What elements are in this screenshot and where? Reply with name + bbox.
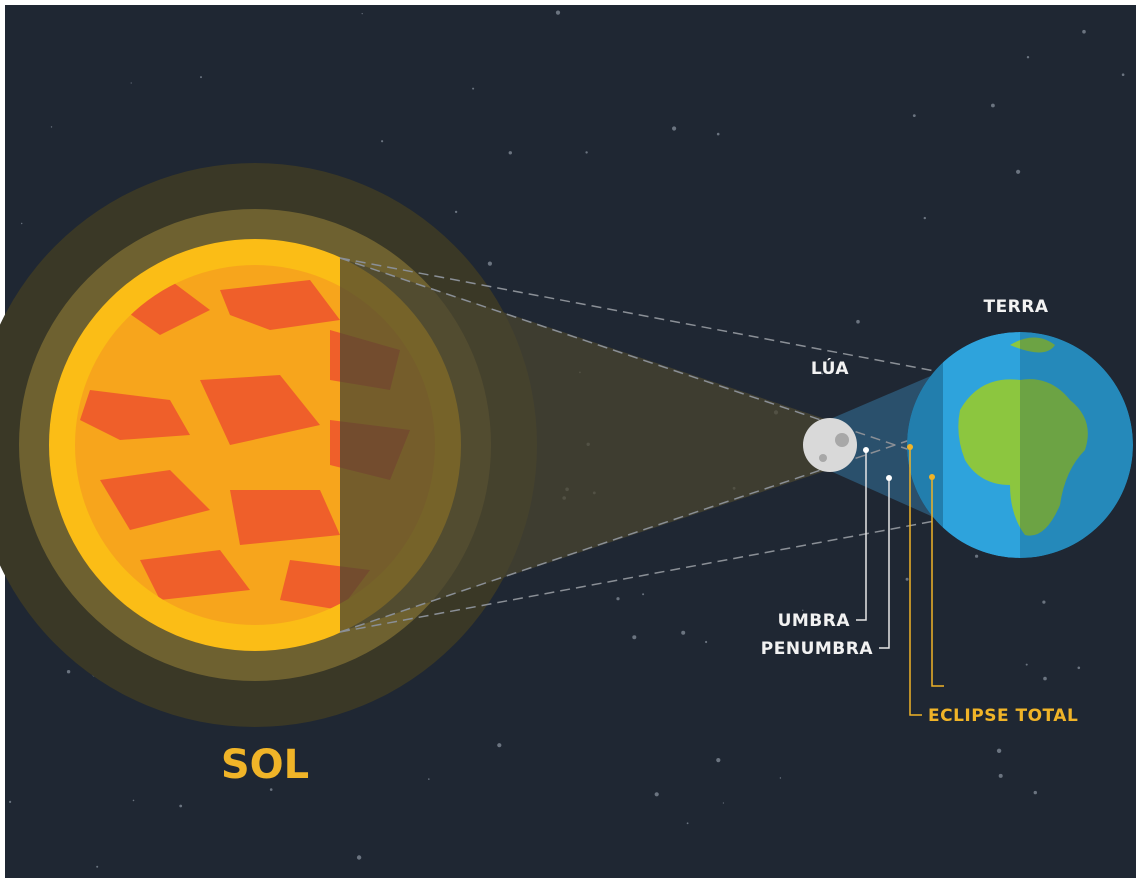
star [179, 804, 183, 808]
star [681, 630, 686, 635]
star [856, 319, 860, 324]
star [1016, 169, 1021, 174]
earth-label: TERRA [983, 297, 1048, 317]
star [1026, 56, 1030, 59]
leaders [856, 447, 944, 716]
star [381, 140, 384, 143]
umbra-region [828, 372, 940, 520]
star [132, 799, 135, 802]
star [21, 222, 23, 225]
star [1025, 663, 1028, 666]
star [200, 76, 202, 79]
stars [9, 10, 1125, 868]
star [998, 773, 1003, 778]
star [991, 103, 995, 108]
moon-crater [819, 454, 827, 462]
star [454, 210, 458, 214]
star [923, 216, 926, 220]
star [356, 855, 362, 860]
star [275, 767, 278, 770]
star [1042, 600, 1046, 604]
star [705, 640, 708, 644]
star [1077, 666, 1081, 670]
umbra-label: UMBRA [778, 611, 851, 631]
star [654, 792, 659, 797]
star [269, 788, 273, 791]
star [361, 13, 363, 15]
star [821, 372, 824, 375]
star [555, 10, 561, 15]
sun-label: SOL [221, 742, 309, 788]
star [1082, 29, 1086, 34]
moon [803, 418, 857, 472]
earth [907, 332, 1133, 558]
star [996, 748, 1002, 753]
penumbra-label: PENUMBRA [761, 639, 874, 659]
star [497, 743, 502, 748]
star [716, 132, 720, 136]
star [722, 802, 725, 804]
star [686, 822, 689, 825]
star [96, 865, 99, 868]
star [428, 778, 430, 780]
star [632, 635, 637, 640]
star [975, 554, 979, 558]
star [1043, 676, 1047, 681]
star [9, 800, 12, 804]
moon-crater [835, 433, 849, 447]
leader-dots [863, 444, 935, 481]
moon-label: LÚA [811, 357, 850, 379]
star [716, 758, 721, 763]
star [642, 593, 645, 596]
star [616, 597, 620, 601]
penumbra-cone [340, 258, 828, 632]
star [1121, 73, 1125, 76]
star [508, 151, 512, 155]
star [912, 114, 916, 117]
star [50, 126, 53, 128]
star [672, 126, 677, 131]
star [779, 777, 782, 779]
star [472, 87, 475, 90]
star [905, 577, 909, 581]
total-eclipse-label: ECLIPSE TOTAL [928, 706, 1078, 726]
ray-lines [339, 257, 941, 633]
star [130, 82, 132, 84]
star [1033, 790, 1038, 795]
star [802, 609, 804, 611]
star [585, 151, 588, 154]
star [66, 670, 71, 674]
star [487, 261, 492, 266]
